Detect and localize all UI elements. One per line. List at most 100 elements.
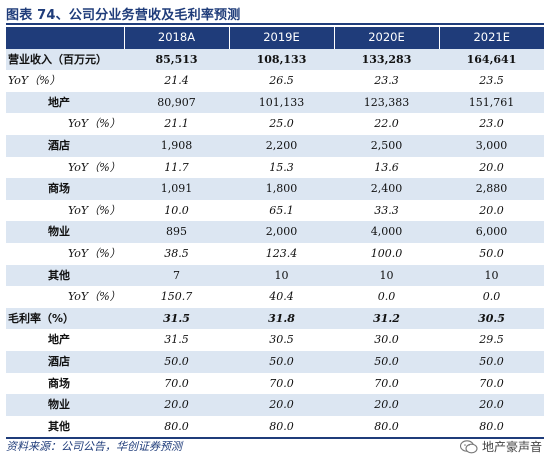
cell-value: 85,513 — [124, 48, 229, 71]
table-row: 商场 1,091 1,800 2,400 2,880 — [6, 178, 544, 200]
cell-value: 80.0 — [439, 415, 544, 440]
table-row: 地产 80,907 101,133 123,383 151,761 — [6, 91, 544, 114]
cell-value: 30.5 — [439, 307, 544, 330]
cell-value: 13.6 — [374, 160, 399, 174]
cell-value: 10 — [439, 264, 544, 287]
column-header — [6, 27, 124, 49]
cell-value: 80.0 — [229, 415, 334, 440]
cell-value: 80.0 — [124, 415, 229, 440]
table-row: 其他 80.0 80.0 80.0 80.0 — [6, 415, 544, 440]
cell-value: 40.4 — [269, 290, 294, 304]
cell-value: 123,383 — [334, 91, 439, 114]
cell-value: 2,880 — [439, 178, 544, 200]
cell-value: 20.0 — [479, 203, 504, 217]
table-row: YoY（%） 21.4 26.5 23.3 23.5 — [6, 70, 544, 92]
table-body: 营业收入（百万元） 85,513 108,133 133,283 164,641 YoY（… — [6, 48, 544, 440]
row-label: 其他 — [6, 415, 124, 440]
cell-value: 26.5 — [269, 74, 294, 88]
cell-value: 2,000 — [229, 221, 334, 243]
row-label: 商场 — [6, 178, 124, 200]
cell-value: 31.8 — [229, 307, 334, 330]
cell-value: 20.0 — [229, 394, 334, 416]
cell-value: 70.0 — [479, 376, 504, 390]
cell-value: 22.0 — [374, 117, 399, 131]
cell-value: 1,091 — [124, 178, 229, 200]
cell-value: 50.0 — [439, 350, 544, 373]
row-label: 物业 — [6, 394, 124, 416]
table-row: YoY（%） 21.1 25.0 22.0 23.0 — [6, 113, 544, 135]
cell-value: 164,641 — [439, 48, 544, 71]
cell-value: 70.0 — [269, 376, 294, 390]
header-row: 2018A 2019E 2020E 2021E — [6, 27, 544, 49]
cell-value: 151,761 — [439, 91, 544, 114]
cell-value: 30.5 — [269, 333, 294, 347]
row-label: 其他 — [6, 264, 124, 287]
column-header: 2019E — [228, 27, 334, 49]
cell-value: 31.2 — [334, 307, 439, 330]
cell-value: 2,400 — [334, 178, 439, 200]
table-row: 酒店 1,908 2,200 2,500 3,000 — [6, 134, 544, 157]
cell-value: 1,908 — [124, 134, 229, 157]
cell-value: 123.4 — [265, 246, 298, 260]
table-row: 商场 70.0 70.0 70.0 70.0 — [6, 373, 544, 395]
cell-value: 20.0 — [479, 160, 504, 174]
cell-value: 20.0 — [439, 394, 544, 416]
cell-value: 50.0 — [334, 350, 439, 373]
cell-value: 0.0 — [482, 290, 501, 304]
cell-value: 101,133 — [229, 91, 334, 114]
table-row: 物业 895 2,000 4,000 6,000 — [6, 221, 544, 243]
cell-value: 65.1 — [269, 203, 294, 217]
cell-value: 70.0 — [164, 376, 189, 390]
row-label: 酒店 — [6, 350, 124, 373]
column-header: 2018A — [123, 27, 229, 49]
table-row: YoY（%） 150.7 40.4 0.0 0.0 — [6, 286, 544, 308]
row-label: YoY（%） — [68, 160, 121, 174]
cell-value: 100.0 — [370, 246, 403, 260]
cell-value: 2,500 — [334, 134, 439, 157]
cell-value: 50.0 — [479, 246, 504, 260]
cell-value: 7 — [124, 264, 229, 287]
row-label: YoY（%） — [8, 74, 61, 88]
row-label: 地产 — [6, 91, 124, 114]
row-label: YoY（%） — [68, 246, 121, 260]
watermark-text: 地产豪声音 — [481, 440, 542, 454]
table-row: YoY（%） 10.0 65.1 33.3 20.0 — [6, 200, 544, 222]
cell-value: 23.0 — [479, 117, 504, 131]
cell-value: 21.4 — [164, 74, 189, 88]
cell-value: 50.0 — [229, 350, 334, 373]
wechat-icon — [459, 439, 478, 453]
cell-value: 6,000 — [439, 221, 544, 243]
cell-value: 15.3 — [269, 160, 294, 174]
row-label: 酒店 — [6, 134, 124, 157]
cell-value: 70.0 — [374, 376, 399, 390]
table-row: 地产 31.5 30.5 30.0 29.5 — [6, 329, 544, 351]
table-row: 毛利率（%） 31.5 31.8 31.2 30.5 — [6, 307, 544, 330]
row-label: YoY（%） — [68, 117, 121, 131]
cell-value: 80.0 — [334, 415, 439, 440]
row-label: 营业收入（百万元） — [6, 48, 124, 71]
cell-value: 20.0 — [334, 394, 439, 416]
cell-value: 1,800 — [229, 178, 334, 200]
column-header: 2020E — [333, 27, 439, 49]
cell-value: 31.5 — [164, 333, 189, 347]
title-divider — [6, 23, 544, 25]
cell-value: 4,000 — [334, 221, 439, 243]
source-note: 资料来源：公司公告，华创证券预测 — [6, 440, 182, 453]
cell-value: 33.3 — [374, 203, 399, 217]
cell-value: 2,200 — [229, 134, 334, 157]
cell-value: 10 — [334, 264, 439, 287]
cell-value: 10.0 — [164, 203, 189, 217]
table-row: YoY（%） 38.5 123.4 100.0 50.0 — [6, 243, 544, 265]
cell-value: 23.3 — [374, 74, 399, 88]
table-row: 酒店 50.0 50.0 50.0 50.0 — [6, 350, 544, 373]
table-row: 营业收入（百万元） 85,513 108,133 133,283 164,641 — [6, 48, 544, 71]
forecast-table: 2018A 2019E 2020E 2021E 营业收入（百万元） 85,513 1… — [6, 27, 544, 440]
table-row: YoY（%） 11.7 15.3 13.6 20.0 — [6, 157, 544, 179]
row-label: YoY（%） — [68, 203, 121, 217]
cell-value: 108,133 — [229, 48, 334, 71]
table-row: 物业 20.0 20.0 20.0 20.0 — [6, 394, 544, 416]
row-label: 物业 — [6, 221, 124, 243]
cell-value: 30.0 — [374, 333, 399, 347]
figure-title: 图表 74、公司分业务营收及毛利率预测 — [6, 8, 241, 23]
cell-value: 11.7 — [164, 160, 189, 174]
